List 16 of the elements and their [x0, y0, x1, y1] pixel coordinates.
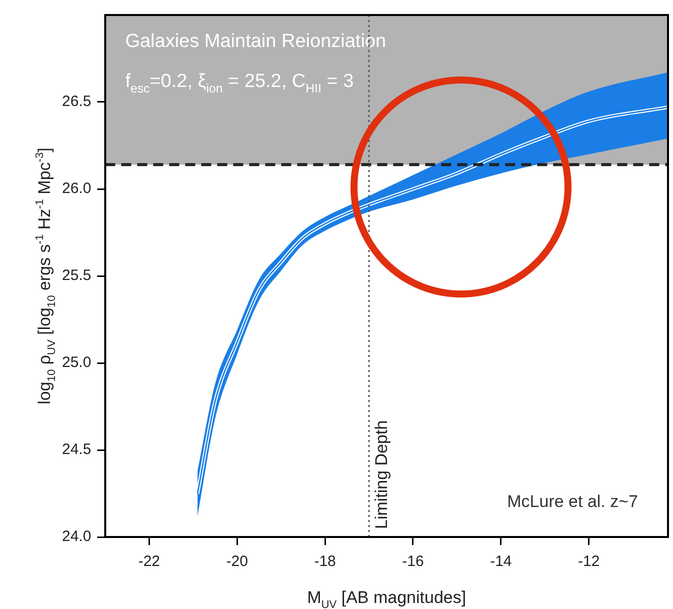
x-tick-label: -18 [314, 553, 336, 570]
x-tick-label: -20 [226, 553, 248, 570]
band-label: Galaxies Maintain Reionziation [125, 31, 386, 52]
ref-line-label: Limiting Depth [372, 420, 392, 529]
y-tick-label: 24.5 [62, 441, 92, 458]
y-tick-label: 25.5 [62, 267, 92, 284]
x-tick-label: -14 [490, 553, 512, 570]
y-tick-label: 25.0 [62, 354, 92, 372]
x-tick-label: -22 [138, 553, 160, 570]
annotation: McLure et al. z~7 [507, 492, 638, 511]
text: log10 ρUV [log10 ergs s-1 Hz-1 Mpc-3] [34, 148, 58, 404]
y-tick-label: 26.5 [62, 93, 92, 110]
y-tick-label: 26.0 [62, 180, 92, 198]
x-tick-label: -16 [402, 553, 424, 570]
x-tick-label: -12 [578, 553, 600, 570]
y-tick-label: 24.0 [62, 528, 92, 546]
